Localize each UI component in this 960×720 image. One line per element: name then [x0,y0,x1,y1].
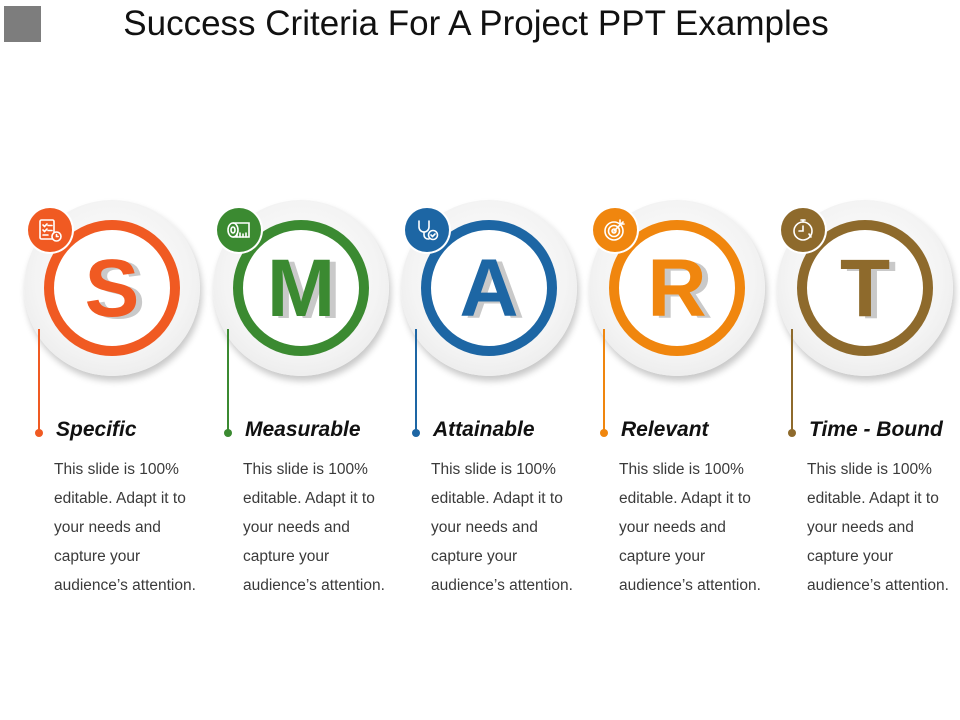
connector-line [38,329,40,433]
item-description: This slide is 100% editable. Adapt it to… [243,461,385,594]
letter-ring: T [797,220,933,356]
slide-title: Success Criteria For A Project PPT Examp… [123,4,829,43]
smart-letter: M [266,243,336,334]
smart-item-time-bound: T Time - Bound This slide is 100% editab… [773,200,960,620]
smart-letter: R [647,243,707,334]
connector-dot [35,429,43,437]
item-heading: Time - Bound [809,418,943,441]
smart-letter: S [84,243,140,334]
measuring-tape-icon [217,208,261,252]
stopwatch-icon [781,208,825,252]
corner-square [4,6,41,42]
connector-line [791,329,793,433]
connector-dot [600,429,608,437]
connector-dot [224,429,232,437]
smart-item-specific: S Specific This slide is 100% editable. … [20,200,208,620]
connector-dot [788,429,796,437]
item-heading: Attainable [433,418,535,441]
stethoscope-check-icon [405,208,449,252]
checklist-clock-icon [28,208,72,252]
target-arrow-icon [593,208,637,252]
connector-line [227,329,229,433]
item-description: This slide is 100% editable. Adapt it to… [807,461,949,594]
connector-dot [412,429,420,437]
item-heading: Relevant [621,418,709,441]
connector-line [603,329,605,433]
item-heading: Measurable [245,418,361,441]
smart-letter: T [839,243,891,334]
smart-item-relevant: R Relevant This slide is 100% editable. … [585,200,773,620]
smart-item-attainable: A Attainable This slide is 100% editable… [397,200,585,620]
item-description: This slide is 100% editable. Adapt it to… [54,461,196,594]
smart-item-measurable: M Measurable This slide is 100% editable… [209,200,397,620]
item-description: This slide is 100% editable. Adapt it to… [619,461,761,594]
connector-line [415,329,417,433]
smart-letter: A [459,243,519,334]
item-description: This slide is 100% editable. Adapt it to… [431,461,573,594]
letter-ring: M [233,220,369,356]
item-heading: Specific [56,418,137,441]
